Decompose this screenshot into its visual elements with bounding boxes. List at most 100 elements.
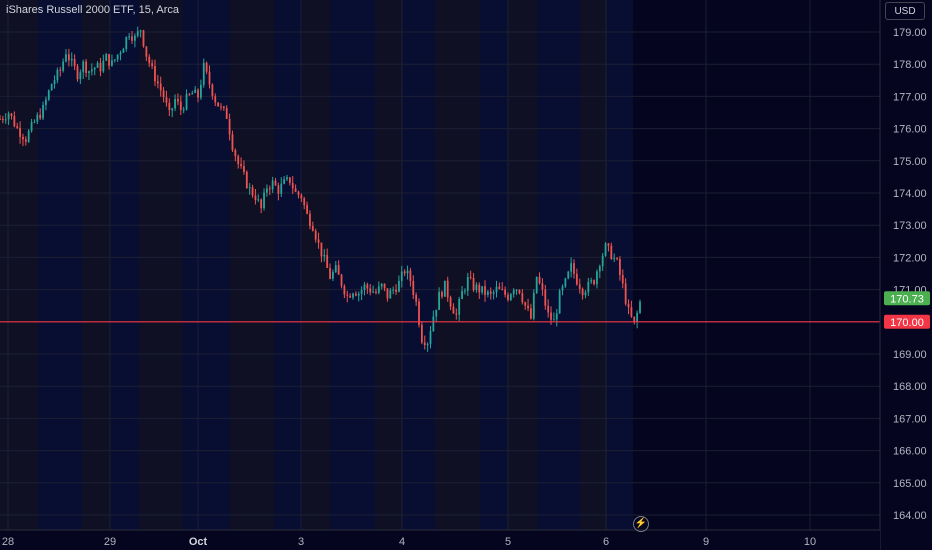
candle-body <box>303 198 306 206</box>
candle-body <box>432 316 435 332</box>
candle-body <box>538 276 541 284</box>
candle-body <box>225 107 228 119</box>
session-band <box>403 0 435 530</box>
price-tick-label: 174.00 <box>893 188 927 200</box>
session-band <box>302 0 330 530</box>
candle-body <box>277 185 280 194</box>
candle-body <box>159 83 162 91</box>
candle-body <box>409 270 412 281</box>
price-tick-label: 176.00 <box>893 124 927 136</box>
candle-body <box>581 288 584 296</box>
currency-button[interactable]: USD <box>885 2 925 20</box>
candle-body <box>369 288 372 293</box>
candle-body <box>334 265 337 273</box>
candle-body <box>65 54 67 62</box>
candle-body <box>294 188 297 192</box>
candle-body <box>16 126 19 128</box>
candle-body <box>286 177 288 180</box>
candle-body <box>45 99 47 105</box>
candle-body <box>464 290 466 292</box>
candle-body <box>228 118 231 135</box>
candle-body <box>412 280 415 295</box>
candle-body <box>125 37 128 49</box>
candle-body <box>329 267 331 279</box>
candle-body <box>377 286 380 293</box>
candle-body <box>151 63 154 67</box>
candle-body <box>332 272 334 279</box>
candle-body <box>340 274 343 287</box>
candle-body <box>481 286 484 293</box>
candle-body <box>521 293 524 303</box>
candle-body <box>544 289 547 306</box>
time-tick-label: 28 <box>2 536 14 548</box>
candle-body <box>498 286 501 290</box>
line-price-tag-label: 170.00 <box>890 317 924 329</box>
price-tick-label: 177.00 <box>893 91 927 103</box>
candle-body <box>472 277 475 291</box>
candle-body <box>79 72 82 80</box>
candle-body <box>156 81 159 84</box>
candle-body <box>194 89 197 93</box>
candle-body <box>398 280 400 292</box>
candle-body <box>300 195 303 199</box>
candle-body <box>530 308 532 319</box>
candle-body <box>478 284 481 293</box>
candle-body <box>248 187 251 189</box>
session-band <box>0 0 38 530</box>
candle-body <box>527 305 529 309</box>
candle-body <box>220 106 222 108</box>
candle-body <box>234 150 237 157</box>
candle-body <box>217 102 220 107</box>
candle-body <box>461 290 463 300</box>
candle-body <box>627 303 630 308</box>
candle-body <box>199 84 202 98</box>
time-tick-label: 9 <box>703 536 709 548</box>
session-band <box>82 0 110 530</box>
candle-body <box>567 271 570 279</box>
candle-body <box>518 289 521 294</box>
candle-body <box>578 284 581 289</box>
session-band <box>274 0 302 530</box>
candle-body <box>179 101 182 110</box>
last-price-tag <box>884 291 930 306</box>
price-tags: 170.73 170.00 <box>884 291 930 329</box>
candle-body <box>458 299 461 315</box>
candle-body <box>415 294 418 302</box>
candle-body <box>314 230 317 240</box>
session-band <box>537 0 580 530</box>
session-band <box>480 0 508 530</box>
price-axis[interactable]: 164.00 165.00 166.00 167.00 168.00 169.00 170.… <box>879 0 932 550</box>
time-axis[interactable]: 28 29 Oct 3 4 5 6 9 10 <box>0 529 880 550</box>
candle-body <box>288 177 291 184</box>
candle-body <box>337 265 340 275</box>
candle-body <box>584 292 587 296</box>
candle-body <box>309 213 311 227</box>
candle-body <box>268 188 271 190</box>
candle-body <box>113 59 116 61</box>
lightning-icon[interactable]: ⚡ <box>633 516 649 532</box>
time-tick-label: 6 <box>603 536 609 548</box>
candle-body <box>131 36 133 41</box>
candle-body <box>222 106 225 108</box>
candle-body <box>191 92 194 95</box>
candle-body <box>363 284 366 291</box>
price-tick-label: 178.00 <box>893 59 927 71</box>
candle-body <box>601 255 604 267</box>
price-tick-label: 165.00 <box>893 478 927 490</box>
symbol-title[interactable]: iShares Russell 2000 ETF, 15, Arca <box>6 4 180 16</box>
candle-body <box>616 258 618 260</box>
candle-body <box>515 289 518 291</box>
candle-body <box>349 295 352 298</box>
candle-body <box>507 294 509 300</box>
candle-body <box>380 283 383 287</box>
candle-body <box>624 283 627 304</box>
candle-body <box>50 84 53 91</box>
candle-body <box>466 277 469 291</box>
candle-body <box>354 293 357 296</box>
candle-body <box>311 226 314 231</box>
candle-body <box>420 324 423 343</box>
candle-body <box>495 286 498 293</box>
candle-body <box>596 271 598 285</box>
candle-body <box>24 139 27 142</box>
